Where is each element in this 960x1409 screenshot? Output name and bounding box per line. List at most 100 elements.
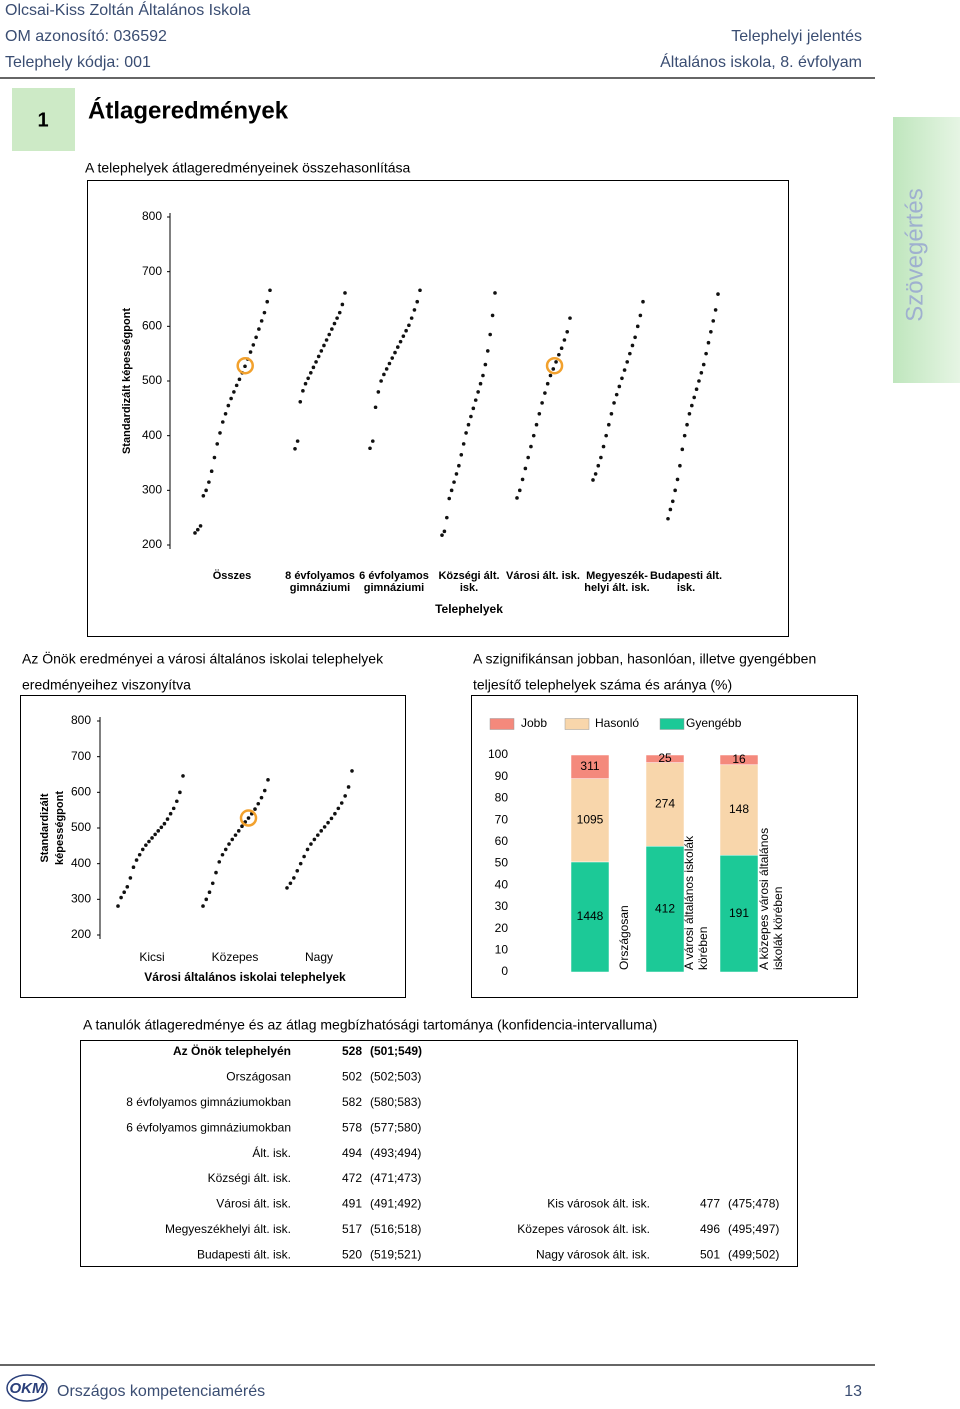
school-marker [545, 356, 564, 375]
bar-segment [645, 754, 685, 763]
y-tick-label: 90 [495, 769, 509, 783]
data-point [137, 852, 142, 857]
data-point [699, 371, 704, 375]
data-point [330, 327, 334, 331]
data-point [442, 529, 447, 534]
table-cell: 6 évfolyamos gimnáziumokban [126, 1120, 291, 1134]
y-tick-label: 60 [495, 834, 509, 848]
category-label: A városi általános iskolák [682, 835, 696, 970]
data-point [295, 439, 300, 443]
category-label: Országosan [617, 905, 631, 970]
data-point [418, 288, 422, 293]
bar-segment [719, 754, 759, 766]
table-cell: Az Önök telephelyén [173, 1043, 291, 1058]
data-point [301, 389, 305, 393]
data-point [373, 405, 378, 410]
data-point [545, 381, 550, 386]
group-label: helyi ált. isk. [584, 582, 649, 594]
data-point [237, 377, 242, 382]
data-point [256, 801, 261, 806]
data-point [461, 442, 466, 446]
data-point [459, 453, 464, 457]
y-tick-label: 400 [71, 856, 91, 870]
bar-segment [719, 764, 759, 856]
y-tick-label: 40 [495, 877, 509, 891]
y-tick-label: 500 [142, 373, 162, 387]
y-axis-title: Standardizált képességpont [121, 308, 133, 454]
data-point [302, 854, 306, 859]
data-point [168, 811, 173, 816]
group-label: Kicsi [139, 950, 164, 964]
data-point [488, 332, 492, 337]
group-label: Megyeszék- [586, 570, 648, 582]
data-point [638, 313, 643, 318]
om-id: OM azonosító: 036592 [5, 28, 167, 45]
data-label: 25 [658, 751, 672, 765]
data-point [305, 847, 310, 852]
data-point [339, 801, 344, 805]
data-point [125, 885, 130, 889]
data-point [309, 842, 313, 846]
data-point [306, 376, 310, 381]
data-point [370, 439, 375, 443]
data-point [562, 338, 567, 342]
subject-label: Szövegértés [901, 188, 928, 321]
category-label: iskolák körében [771, 887, 785, 970]
data-point [622, 368, 627, 372]
data-point [326, 820, 330, 825]
data-point [319, 829, 324, 833]
data-point [350, 769, 354, 773]
section-badge [12, 88, 75, 151]
y-tick-label: 300 [71, 892, 91, 906]
y-tick-label: 10 [495, 942, 509, 956]
data-point [670, 499, 675, 504]
table-cell: Megyeszékhelyi ált. isk. [165, 1222, 291, 1236]
bar-segment [570, 778, 610, 863]
bar-segment [719, 854, 759, 973]
y-tick-label: 800 [71, 713, 91, 727]
data-point [251, 343, 256, 347]
page-number: 13 [844, 1383, 862, 1400]
data-point [201, 904, 205, 908]
data-point [668, 507, 673, 512]
y-tick-label: 20 [495, 921, 509, 935]
y-tick-label: 600 [142, 319, 162, 333]
data-point [262, 310, 267, 315]
category-label: A közepes városi általános [757, 828, 771, 970]
data-point [292, 876, 296, 880]
data-label: 311 [580, 759, 599, 773]
data-point [285, 886, 289, 890]
data-point [641, 299, 645, 304]
data-point [711, 319, 716, 323]
group-label: Városi ált. isk. [506, 570, 580, 582]
group-label: Nagy [305, 950, 333, 964]
y-axis-title: Standardizált [39, 793, 51, 862]
table-cell: (580;583) [370, 1095, 421, 1109]
data-point [531, 433, 536, 438]
y-tick-label: 600 [71, 785, 91, 799]
school-marker [239, 809, 258, 827]
data-point [210, 881, 215, 886]
data-point [340, 302, 345, 307]
data-point [469, 414, 473, 419]
data-point [243, 364, 247, 369]
data-point [193, 531, 197, 535]
group-label: gimnáziumi [364, 582, 425, 594]
data-point [293, 446, 297, 451]
chart-title: A telephelyek átlageredményeinek összeha… [85, 160, 411, 176]
data-point [401, 334, 406, 338]
data-point [175, 799, 179, 804]
y-tick-label: 300 [142, 483, 162, 497]
group-label: 6 évfolyamos [359, 570, 429, 582]
data-point [706, 340, 711, 345]
data-point [346, 785, 351, 789]
data-point [234, 383, 239, 388]
data-point [376, 390, 381, 394]
legend-swatch [564, 718, 590, 730]
data-point [343, 291, 347, 295]
y-tick-label: 30 [495, 899, 509, 913]
data-point [390, 356, 395, 360]
data-point [335, 316, 339, 320]
data-point [322, 825, 327, 829]
data-point [368, 446, 372, 451]
